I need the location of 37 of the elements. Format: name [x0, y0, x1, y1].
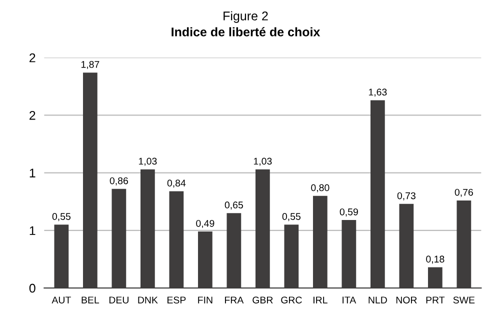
- data-label: 0,73: [397, 192, 416, 200]
- x-tick-label: DNK: [138, 296, 158, 304]
- data-label: 0,76: [454, 188, 473, 197]
- x-tick-label: GRC: [281, 296, 302, 304]
- chart-subtitle: Indice de liberté de choix: [172, 27, 320, 36]
- data-label: 0,65: [224, 202, 243, 210]
- y-tick-label: 0: [29, 284, 36, 293]
- x-tick-label: GBR: [252, 296, 273, 304]
- x-tick-label: PRT: [426, 296, 445, 304]
- x-tick-label: NLD: [368, 296, 387, 304]
- x-tick-label: ESP: [168, 296, 186, 304]
- chart-title: Figure 2: [224, 11, 268, 23]
- data-label: 1,03: [254, 158, 272, 166]
- data-label: 0,59: [340, 208, 358, 216]
- data-label: 0,80: [311, 184, 330, 192]
- y-tick-label: 1: [30, 168, 36, 178]
- data-label: 1,63: [368, 88, 387, 97]
- data-label: 0,49: [196, 220, 214, 228]
- x-tick-label: BEL: [82, 296, 100, 304]
- data-label: 0,55: [282, 213, 300, 222]
- y-tick-label: 1: [30, 226, 36, 235]
- data-label: 0,55: [52, 213, 70, 222]
- data-label: 0,84: [167, 180, 186, 188]
- data-label: 0,18: [426, 256, 444, 264]
- x-tick-label: NOR: [396, 296, 417, 304]
- x-tick-label: FIN: [198, 296, 212, 304]
- x-tick-label: FRA: [225, 296, 244, 304]
- x-tick-label: ITA: [342, 296, 356, 304]
- x-tick-label: AUT: [52, 296, 71, 304]
- x-tick-label: DEU: [109, 296, 128, 304]
- data-label: 1,87: [81, 60, 100, 70]
- x-tick-label: IRL: [314, 296, 328, 304]
- y-tick-label: 2: [30, 111, 36, 120]
- y-tick-label: 2: [30, 53, 36, 62]
- data-label: 1,03: [138, 158, 157, 166]
- x-tick-label: SWE: [453, 296, 475, 304]
- data-label: 0,86: [110, 177, 128, 186]
